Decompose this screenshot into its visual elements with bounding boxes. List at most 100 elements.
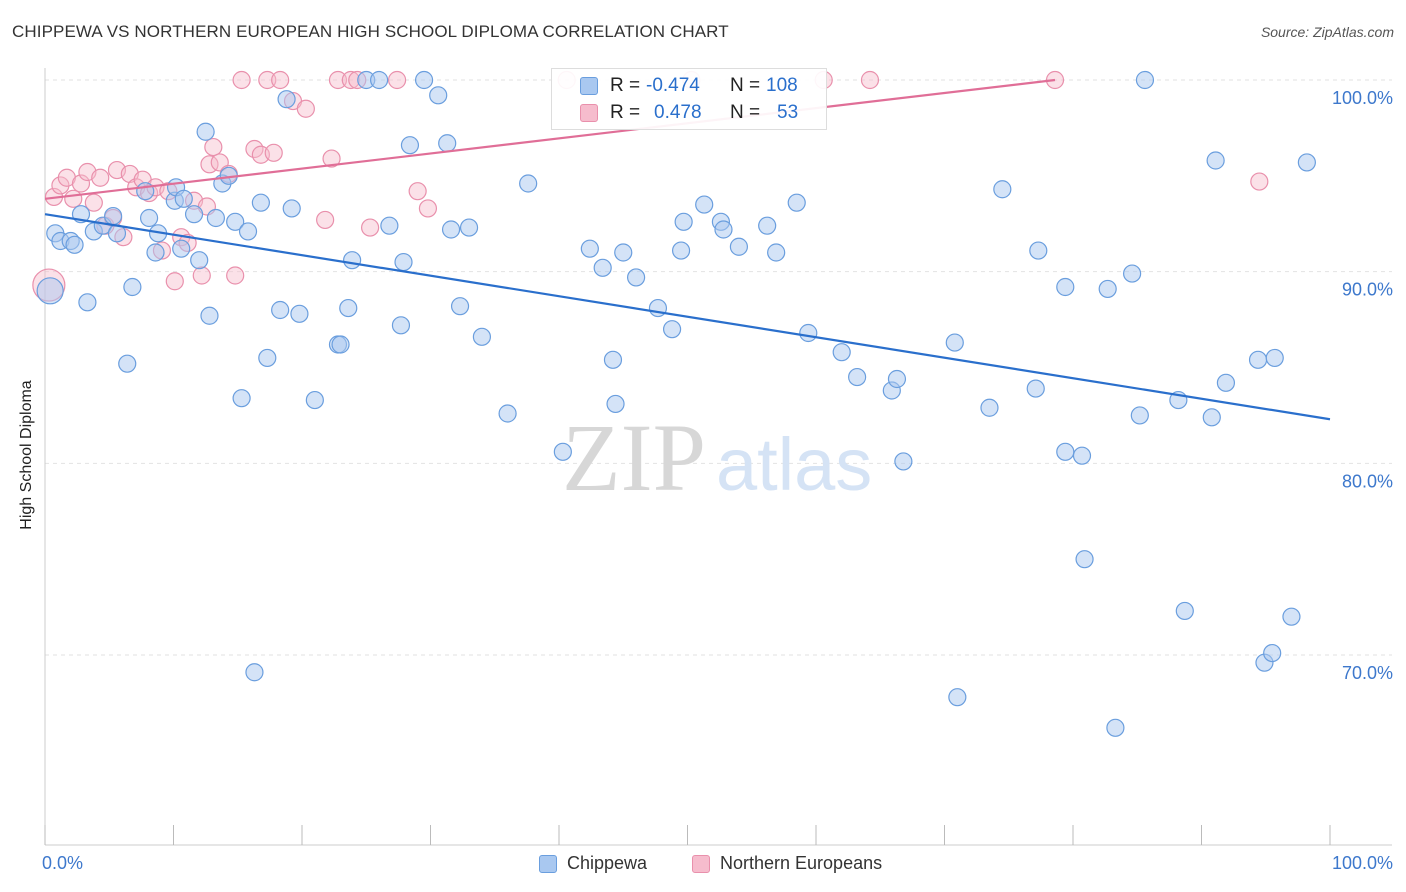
northern-europeans-point	[64, 189, 83, 208]
chippewa-point	[603, 350, 623, 369]
northern-europeans-point	[418, 199, 438, 218]
series-chippewa	[36, 70, 1316, 737]
chippewa-point	[400, 136, 420, 155]
n-label: N =	[730, 75, 761, 96]
chippewa-point	[1106, 718, 1125, 737]
northern-europeans-point	[232, 70, 251, 90]
legend-label-chippewa: Chippewa	[567, 853, 648, 873]
chippewa-point	[593, 258, 612, 277]
y-tick-label: 100.0%	[1332, 88, 1393, 108]
chippewa-point	[662, 320, 682, 339]
chippewa-trend-line	[44, 213, 1331, 421]
chippewa-point	[184, 205, 204, 224]
northern-europeans-point	[361, 218, 380, 237]
northern-europeans-point	[328, 70, 348, 90]
chippewa-point	[729, 237, 749, 256]
bottom-legend: Chippewa Northern Europeans	[0, 850, 1406, 880]
northern-europeans-point	[165, 272, 184, 291]
chippewa-point	[450, 297, 470, 316]
northern-europeans-point	[860, 70, 880, 90]
chippewa-point	[118, 354, 137, 373]
chippewa-point	[429, 86, 448, 105]
chippewa-swatch	[580, 77, 598, 95]
northern-europeans-point	[296, 99, 315, 118]
legend-label-northern-europeans: Northern Europeans	[720, 853, 883, 873]
chippewa-point	[606, 394, 625, 414]
chippewa-point	[1175, 601, 1194, 621]
chippewa-point	[414, 70, 434, 90]
r-label: R =	[610, 75, 641, 96]
chippewa-point	[391, 316, 411, 335]
y-tick-label: 70.0%	[1342, 663, 1393, 683]
northern-europeans-point	[226, 266, 245, 285]
gridlines	[45, 79, 1392, 656]
northern-europeans-point	[192, 266, 211, 285]
chippewa-point	[123, 277, 142, 297]
r-value: -0.474	[646, 75, 700, 96]
chippewa-point	[1202, 408, 1221, 427]
chippewa-point	[441, 220, 461, 239]
watermark-zip: ZIP	[562, 404, 706, 511]
chippewa-point	[104, 206, 123, 226]
chippewa-point	[1135, 70, 1155, 90]
chippewa-point	[331, 335, 350, 354]
chippewa-point	[1297, 153, 1316, 172]
chippewa-point	[172, 239, 191, 258]
y-tick-label: 90.0%	[1342, 280, 1393, 300]
chippewa-point	[626, 268, 646, 287]
chippewa-point	[799, 323, 818, 343]
trend-lines	[44, 78, 1331, 421]
chippewa-point	[271, 300, 290, 320]
chippewa-point	[1072, 446, 1092, 465]
chippewa-point	[277, 90, 296, 109]
chart-title: CHIPPEWA VS NORTHERN EUROPEAN HIGH SCHOO…	[12, 22, 729, 41]
chippewa-point	[1123, 264, 1142, 283]
chippewa-point	[290, 304, 309, 323]
chippewa-legend-swatch	[539, 854, 557, 873]
northern-europeans-point	[322, 149, 341, 168]
axes	[44, 68, 1392, 846]
x-tick-label: 0.0%	[42, 853, 83, 873]
northern-europeans-swatch	[580, 104, 598, 122]
chippewa-point	[848, 367, 867, 387]
chippewa-point	[498, 404, 517, 423]
chippewa-point	[945, 333, 964, 352]
chippewa-point	[139, 208, 159, 228]
chippewa-point	[305, 390, 324, 410]
y-tick-label: 80.0%	[1342, 471, 1393, 491]
chippewa-point	[674, 212, 693, 231]
chippewa-point	[206, 208, 226, 228]
chippewa-point	[282, 199, 301, 218]
tick-labels: 70.0% 80.0% 90.0% 100.0% 0.0% 100.0%	[42, 88, 1393, 873]
chippewa-point	[146, 243, 165, 262]
chippewa-point	[196, 122, 215, 141]
chippewa-point	[1130, 406, 1149, 425]
chippewa-point	[1263, 643, 1282, 663]
chippewa-point	[190, 251, 209, 270]
chippewa-point	[993, 180, 1012, 199]
chippewa-point	[1248, 350, 1268, 369]
northern-europeans-trend-line	[44, 78, 1056, 200]
legend-item-northern-europeans[interactable]: Northern Europeans	[692, 853, 882, 874]
northern-europeans-point	[408, 182, 427, 201]
chippewa-point	[1265, 348, 1284, 368]
chippewa-point	[1056, 277, 1075, 297]
northern-europeans-point	[204, 137, 223, 157]
northern-europeans-point	[258, 70, 277, 90]
chippewa-point	[1216, 373, 1236, 392]
chippewa-point	[78, 293, 97, 312]
chippewa-point	[1206, 151, 1225, 170]
chippewa-point	[251, 193, 270, 212]
chippewa-point	[343, 251, 362, 270]
n-value: 53	[777, 102, 799, 123]
chippewa-point	[339, 298, 358, 318]
legend-item-chippewa[interactable]: Chippewa	[539, 853, 647, 874]
chippewa-point	[580, 239, 599, 258]
source-label: Source: ZipAtlas.com	[1260, 24, 1394, 40]
northern-europeans-point	[387, 70, 407, 90]
chippewa-point	[1029, 241, 1048, 260]
chippewa-point	[980, 398, 999, 417]
chippewa-point	[1282, 607, 1301, 626]
chippewa-point	[459, 218, 479, 237]
r-label: R =	[610, 102, 641, 123]
